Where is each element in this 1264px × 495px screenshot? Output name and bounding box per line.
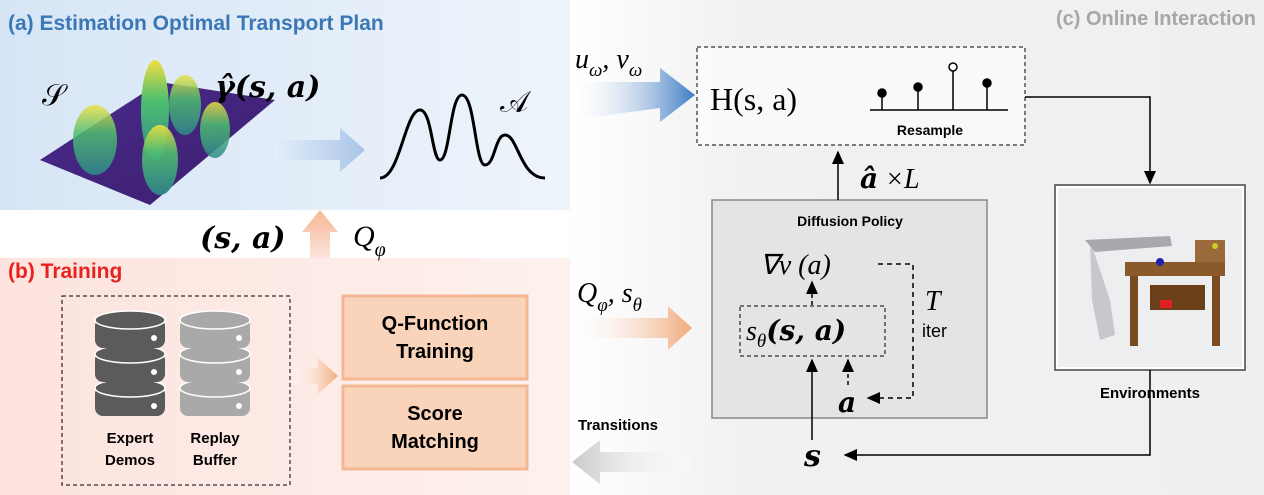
action-label: a	[838, 386, 856, 419]
db-dot	[151, 403, 157, 409]
db-top	[180, 311, 250, 329]
db-dot	[236, 335, 242, 341]
arrow	[302, 210, 338, 258]
db-dot	[151, 369, 157, 375]
plan-label: γ̂(s, a)	[215, 70, 320, 105]
panel-title: (b) Training	[8, 260, 122, 283]
db-dot	[151, 335, 157, 341]
module-box	[343, 296, 527, 379]
panel-title: (a) Estimation Optimal Transport Plan	[8, 12, 384, 35]
panel-title: (c) Online Interaction	[1056, 8, 1256, 30]
db-dot	[236, 369, 242, 375]
module-label: Training	[396, 341, 474, 363]
edge-label: Qφ	[353, 220, 386, 261]
iteration-label: iter	[922, 321, 947, 341]
symbol: 𝒜	[500, 86, 532, 119]
resample-label: Resample	[897, 122, 963, 138]
db-top	[95, 311, 165, 329]
samples-label: â ×L	[860, 162, 920, 195]
selector-label: H(s, a)	[710, 81, 797, 117]
buffer-label: Replay	[190, 430, 240, 447]
database-icon	[95, 311, 165, 416]
buffer-label: Buffer	[193, 452, 237, 469]
module-label: Matching	[391, 431, 479, 453]
symbol: 𝒮	[42, 79, 68, 112]
environment-image	[1055, 185, 1245, 370]
database-icon	[180, 311, 250, 416]
edge-label: Transitions	[578, 417, 658, 434]
gradient-label: ∇v (a)	[760, 250, 831, 281]
module-label: Q-Function	[382, 313, 489, 335]
iteration-label: T	[925, 286, 943, 317]
edge-label: (s, a)	[200, 221, 286, 256]
buffer-label: Demos	[105, 452, 155, 469]
diagram: (a) Estimation Optimal Transport Plan 𝒮 …	[0, 0, 1264, 495]
policy-title: Diffusion Policy	[797, 213, 903, 229]
module-label: Score	[407, 403, 463, 425]
state-label: s	[803, 439, 821, 474]
buffer-label: Expert	[107, 430, 154, 447]
module-box	[343, 386, 527, 469]
db-dot	[236, 403, 242, 409]
